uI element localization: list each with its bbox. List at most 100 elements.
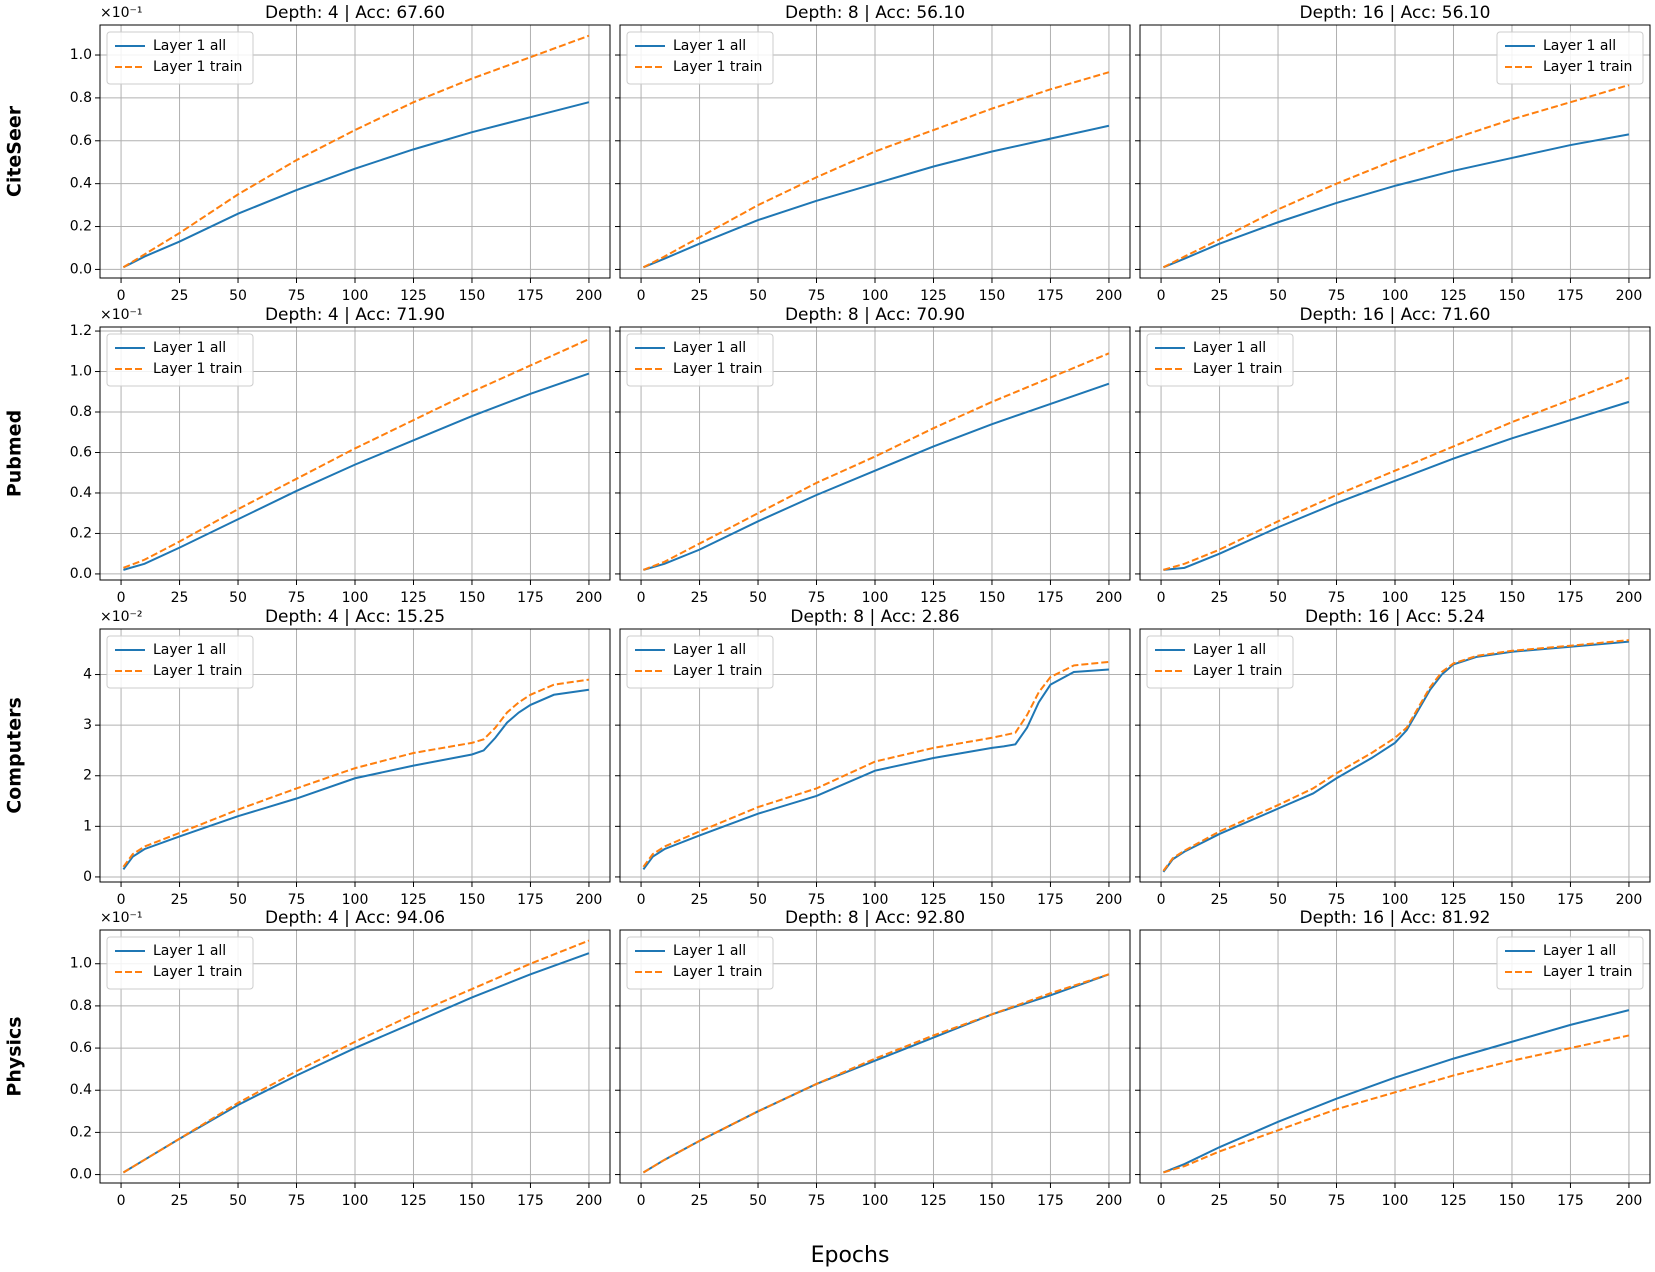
x-tick-label: 25 — [691, 892, 709, 908]
y-tick-label: 0.2 — [70, 525, 92, 541]
x-tick-label: 75 — [808, 288, 826, 304]
x-tick-label: 125 — [400, 1193, 427, 1209]
x-tick-label: 150 — [459, 288, 486, 304]
x-tick-label: 50 — [749, 288, 767, 304]
y-tick-label: 1 — [83, 818, 92, 834]
x-tick-label: 200 — [576, 892, 603, 908]
x-tick-label: 200 — [576, 288, 603, 304]
y-offset-text: ×10⁻¹ — [100, 910, 143, 926]
x-tick-label: 50 — [1269, 590, 1287, 606]
x-tick-label: 50 — [229, 1193, 247, 1209]
x-tick-label: 75 — [1328, 590, 1346, 606]
x-tick-label: 150 — [1499, 1193, 1526, 1209]
legend-label: Layer 1 train — [1543, 964, 1632, 980]
x-tick-label: 150 — [459, 892, 486, 908]
x-tick-label: 100 — [862, 288, 889, 304]
subplot-title: Depth: 16 | Acc: 71.60 — [1300, 305, 1491, 325]
legend-label: Layer 1 all — [1543, 38, 1616, 54]
x-tick-label: 50 — [1269, 1193, 1287, 1209]
legend-label: Layer 1 all — [1543, 943, 1616, 959]
y-tick-label: 1.0 — [70, 364, 92, 380]
subplot-title: Depth: 8 | Acc: 70.90 — [785, 305, 965, 325]
x-tick-label: 150 — [459, 590, 486, 606]
legend-label: Layer 1 all — [153, 642, 226, 658]
legend-label: Layer 1 all — [153, 340, 226, 356]
x-axis-label: Epochs — [811, 1243, 890, 1268]
x-tick-label: 75 — [1328, 892, 1346, 908]
x-tick-label: 25 — [1211, 590, 1229, 606]
x-tick-label: 75 — [808, 590, 826, 606]
legend-label: Layer 1 train — [153, 663, 242, 679]
y-tick-label: 0.6 — [70, 444, 92, 460]
x-tick-label: 100 — [342, 892, 369, 908]
x-tick-label: 200 — [1096, 590, 1123, 606]
x-tick-label: 0 — [637, 892, 646, 908]
x-tick-label: 200 — [1616, 1193, 1643, 1209]
data-line — [1162, 639, 1630, 872]
data-line — [1162, 84, 1630, 269]
data-line — [122, 939, 590, 1174]
x-tick-label: 0 — [117, 288, 126, 304]
y-tick-label: 0.0 — [70, 566, 92, 582]
x-tick-label: 0 — [117, 1193, 126, 1209]
x-tick-label: 200 — [1096, 288, 1123, 304]
x-tick-label: 150 — [1499, 892, 1526, 908]
data-line — [122, 34, 590, 269]
y-tick-label: 0.8 — [70, 90, 92, 106]
y-tick-label: 1.2 — [70, 323, 92, 339]
x-tick-label: 100 — [862, 590, 889, 606]
y-tick-label: 0.6 — [70, 1040, 92, 1056]
x-tick-label: 200 — [1616, 288, 1643, 304]
axes-frame — [99, 628, 611, 883]
x-tick-label: 200 — [576, 590, 603, 606]
y-tick-label: 0.8 — [70, 404, 92, 420]
x-tick-label: 125 — [1440, 1193, 1467, 1209]
legend-label: Layer 1 train — [673, 964, 762, 980]
y-tick-label: 0.0 — [70, 261, 92, 277]
x-tick-label: 175 — [1037, 892, 1064, 908]
x-tick-label: 0 — [1157, 590, 1166, 606]
x-tick-label: 175 — [517, 590, 544, 606]
data-line — [1163, 133, 1630, 269]
x-tick-label: 75 — [808, 892, 826, 908]
x-tick-label: 100 — [1382, 288, 1409, 304]
legend-label: Layer 1 all — [1193, 340, 1266, 356]
legend-label: Layer 1 all — [153, 943, 226, 959]
data-line — [1163, 1009, 1630, 1174]
y-tick-label: 4 — [83, 667, 92, 683]
axes-frame — [619, 24, 1131, 279]
subplot-title: Depth: 4 | Acc: 71.90 — [265, 305, 445, 325]
x-tick-label: 75 — [288, 590, 306, 606]
axes-frame — [619, 628, 1131, 883]
x-tick-label: 175 — [517, 288, 544, 304]
x-tick-label: 25 — [171, 590, 189, 606]
data-line — [642, 973, 1110, 1174]
x-tick-label: 150 — [1499, 590, 1526, 606]
data-line — [643, 124, 1110, 269]
axes-frame — [619, 326, 1131, 581]
y-tick-label: 1.0 — [70, 47, 92, 63]
x-tick-label: 150 — [1499, 288, 1526, 304]
data-line — [123, 372, 590, 571]
x-tick-label: 125 — [1440, 590, 1467, 606]
data-line — [643, 352, 1110, 571]
x-tick-label: 200 — [576, 1193, 603, 1209]
x-tick-label: 75 — [1328, 1193, 1346, 1209]
y-offset-text: ×10⁻¹ — [100, 307, 143, 323]
legend-label: Layer 1 train — [673, 361, 762, 377]
axes-frame — [1139, 628, 1651, 883]
y-offset-text: ×10⁻² — [100, 609, 143, 625]
x-tick-label: 75 — [808, 1193, 826, 1209]
x-tick-label: 125 — [400, 590, 427, 606]
subplot-title: Depth: 8 | Acc: 2.86 — [790, 607, 959, 627]
x-tick-label: 0 — [117, 590, 126, 606]
axes-frame — [619, 929, 1131, 1184]
subplot-title: Depth: 16 | Acc: 5.24 — [1305, 607, 1485, 627]
x-tick-label: 0 — [637, 590, 646, 606]
x-tick-label: 200 — [1096, 892, 1123, 908]
legend-label: Layer 1 train — [153, 964, 242, 980]
axes-frame — [99, 929, 611, 1184]
x-tick-label: 150 — [979, 590, 1006, 606]
data-line — [642, 660, 1110, 868]
data-line — [1163, 376, 1630, 571]
